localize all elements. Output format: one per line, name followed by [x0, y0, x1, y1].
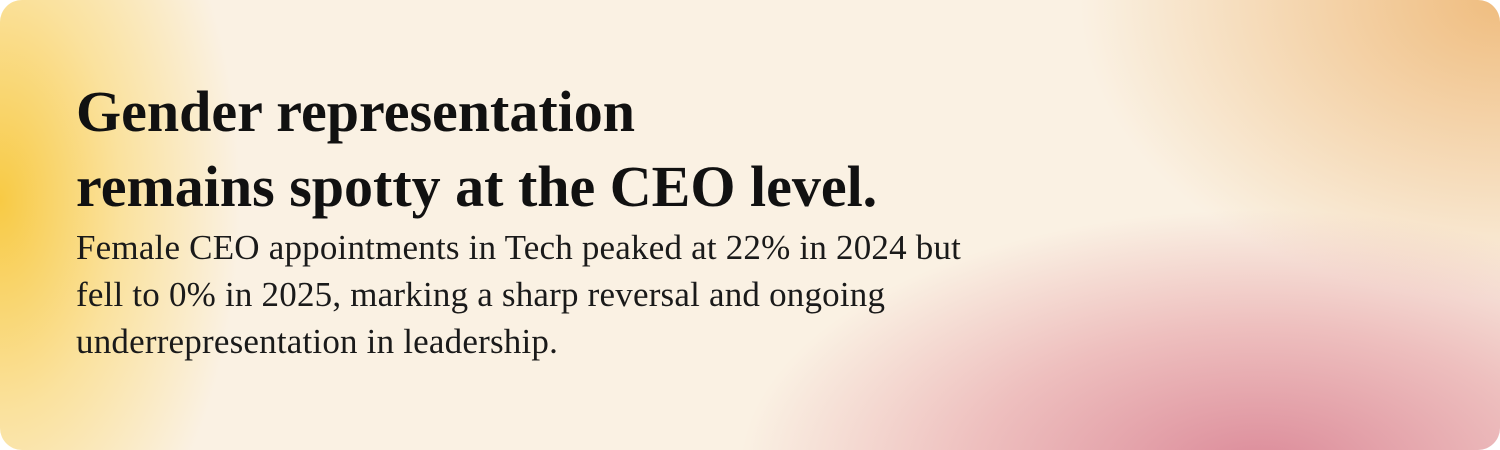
- description-line: Female CEO appointments in Tech peaked a…: [76, 228, 962, 267]
- description-line: underrepresentation in leadership.: [76, 322, 559, 361]
- title: Gender representation remains spotty at …: [76, 74, 877, 224]
- title-line: Gender representation: [76, 79, 636, 144]
- description-line: fell to 0% in 2025, marking a sharp reve…: [76, 275, 886, 314]
- title-line: remains spotty at the CEO level.: [76, 154, 878, 219]
- description: Female CEO appointments in Tech peaked a…: [76, 224, 961, 365]
